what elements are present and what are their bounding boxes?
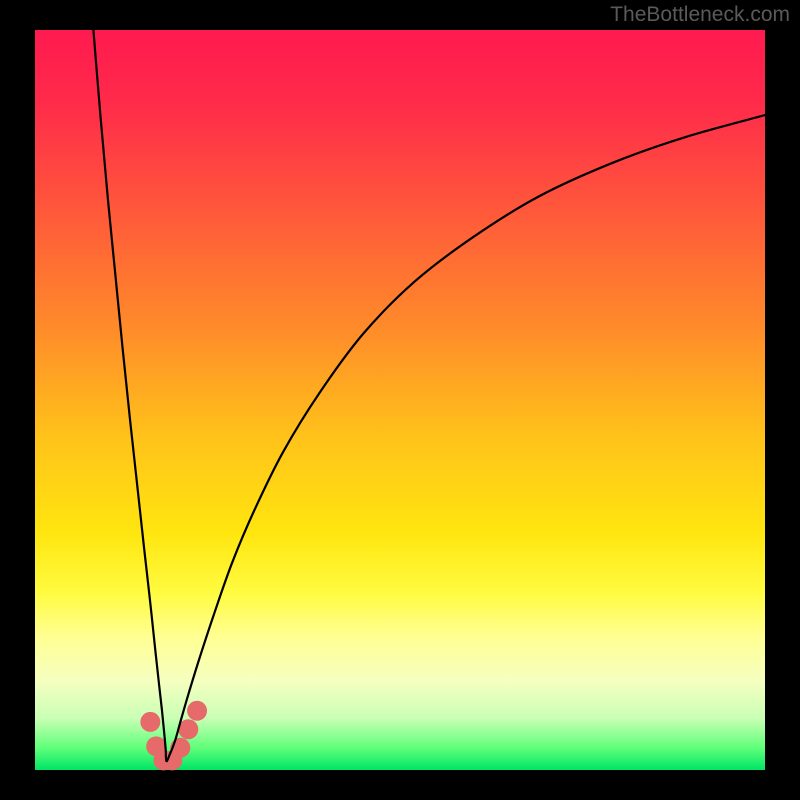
marker-dot [187, 701, 207, 721]
bottleneck-curve-chart [0, 0, 800, 800]
chart-stage: { "watermark": "TheBottleneck.com", "cha… [0, 0, 800, 800]
plot-gradient-background [35, 30, 765, 770]
marker-dot [140, 712, 160, 732]
watermark-text: TheBottleneck.com [610, 3, 790, 27]
